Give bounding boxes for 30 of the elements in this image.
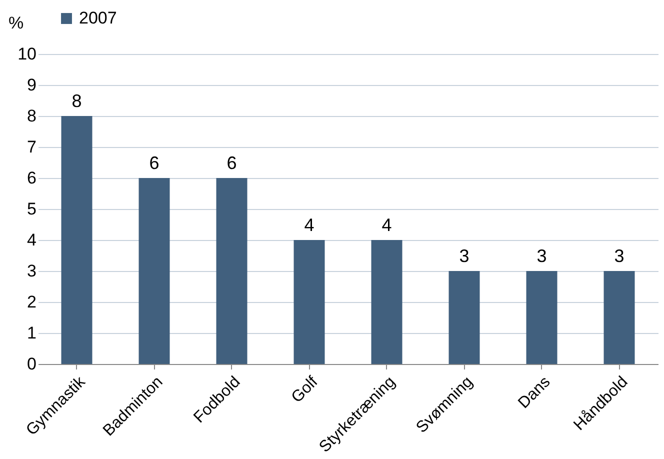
x-tick-label: Golf [288, 373, 322, 406]
data-label: 6 [149, 153, 160, 173]
bar [526, 271, 558, 364]
y-axis-title: % [8, 14, 24, 32]
bar [604, 271, 635, 364]
bar [448, 271, 480, 364]
bar [138, 178, 170, 364]
y-tick-label: 5 [27, 200, 36, 218]
bar [61, 116, 92, 364]
y-tick-label: 2 [27, 292, 36, 312]
y-tick-label: 3 [27, 262, 36, 280]
y-tick-label: 1 [27, 324, 36, 342]
y-tick-label: 0 [27, 354, 36, 374]
data-label: 3 [614, 246, 624, 266]
data-label: 3 [536, 246, 547, 266]
data-label: 4 [382, 215, 392, 235]
data-label: 4 [304, 215, 314, 235]
bar [294, 240, 325, 364]
y-tick-label: 8 [27, 106, 36, 126]
data-label: 8 [72, 91, 82, 111]
bar [216, 178, 248, 364]
y-tick-label: 9 [27, 76, 36, 94]
bar [371, 240, 402, 364]
y-tick-label: 6 [27, 168, 36, 188]
y-tick-label: 7 [27, 138, 36, 156]
y-tick-label: 4 [27, 230, 36, 250]
y-tick-label: 10 [18, 44, 36, 64]
legend-label: 2007 [79, 8, 117, 28]
data-label: 3 [459, 246, 470, 266]
data-label: 6 [226, 153, 237, 173]
